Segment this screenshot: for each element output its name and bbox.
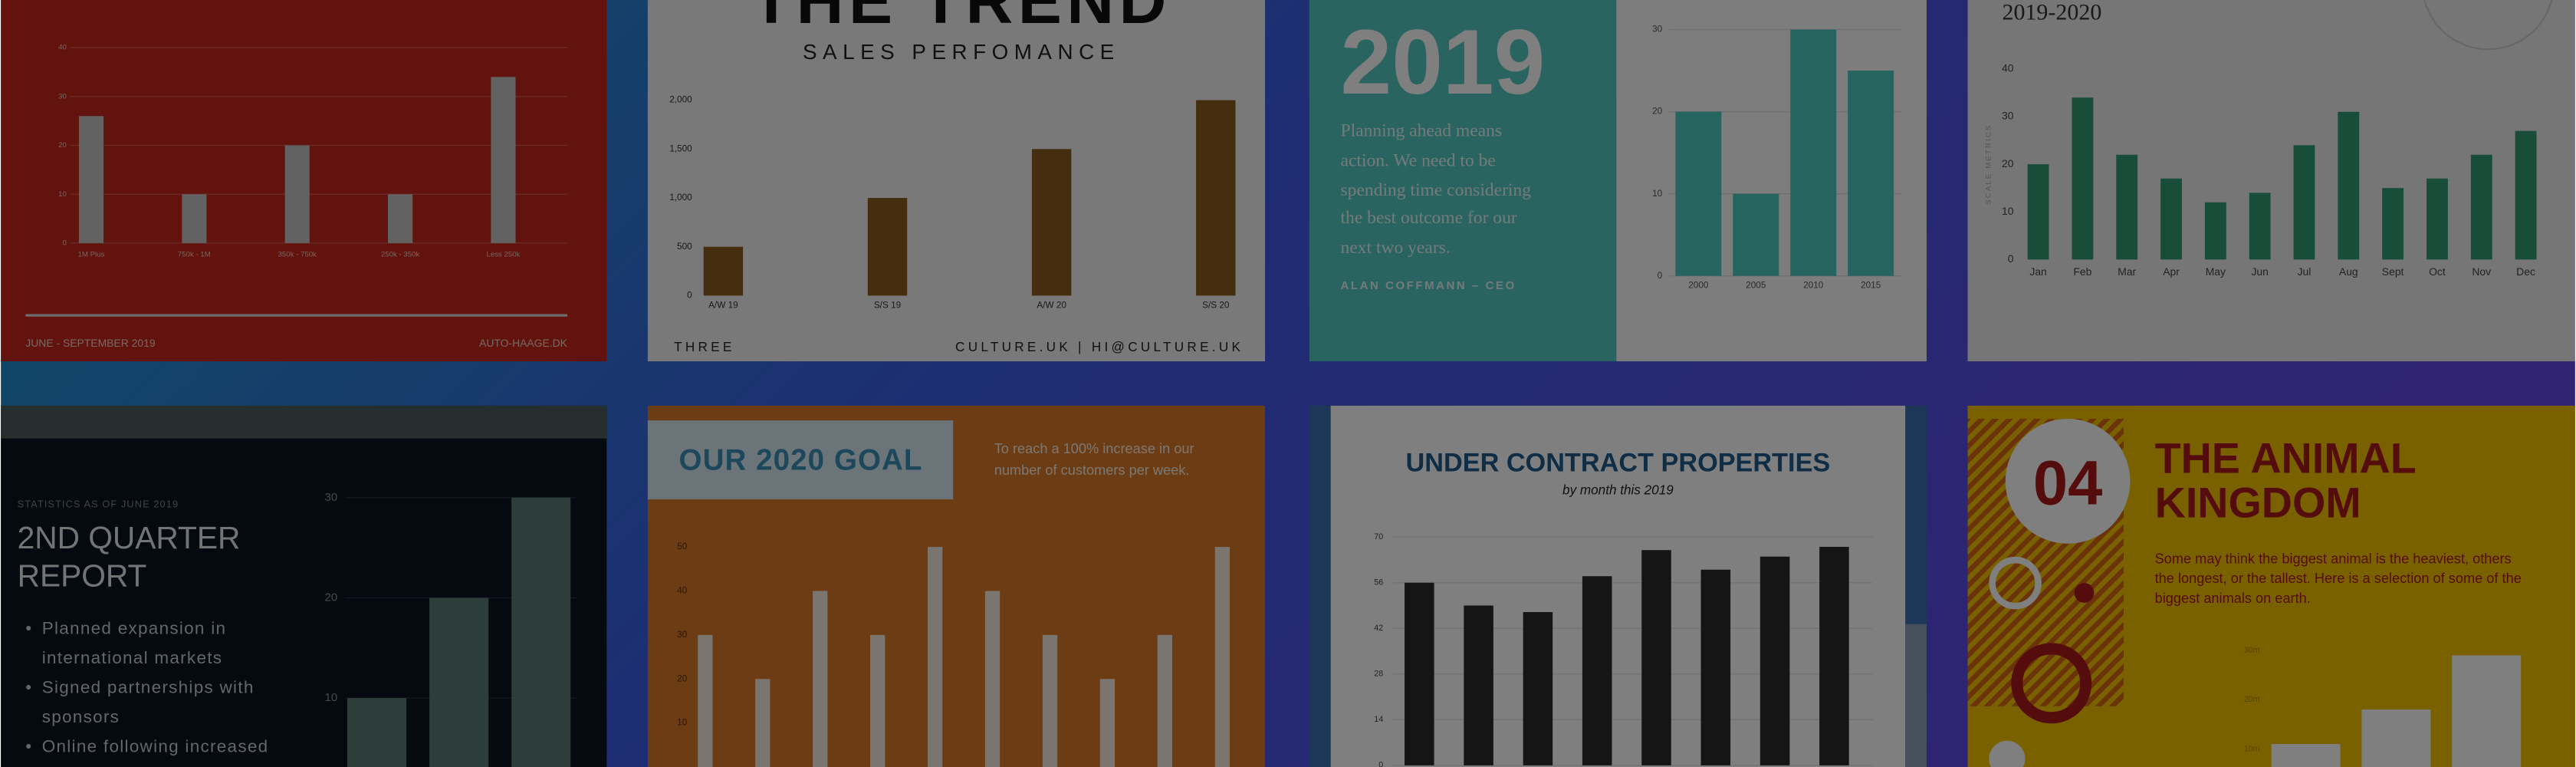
template-gallery: JUNE - SEPTEMBER 2019 AUTO-HAAGE.DK THE … <box>1 0 2575 767</box>
page: JUNE - SEPTEMBER 2019 AUTO-HAAGE.DK THE … <box>1 0 2575 767</box>
dim-overlay <box>1 0 2575 767</box>
